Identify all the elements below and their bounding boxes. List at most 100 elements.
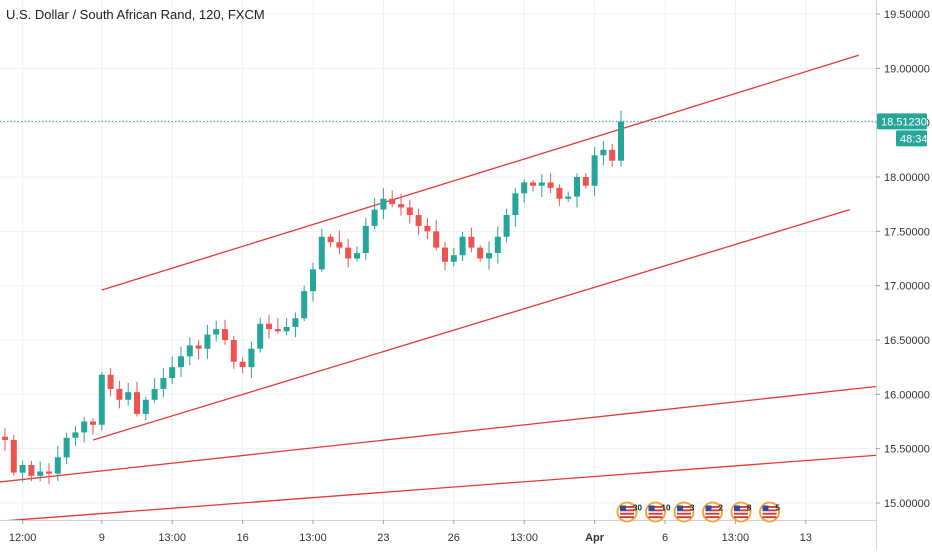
candle-body — [2, 436, 8, 440]
candle-body — [239, 361, 246, 368]
flag-stripe — [762, 516, 777, 519]
flag-stripe — [620, 509, 634, 512]
trendline[interactable] — [101, 54, 859, 291]
candle-body — [609, 149, 616, 161]
event-count: 3 — [690, 504, 695, 513]
trendlines[interactable] — [0, 54, 932, 522]
candle-body — [459, 236, 466, 256]
us-flag-icon[interactable]: 10 — [645, 501, 671, 523]
candle-body — [169, 367, 176, 379]
candle-body — [345, 247, 352, 259]
flag-stripe — [677, 509, 691, 512]
candle-body — [222, 329, 228, 340]
candle-body — [521, 182, 528, 194]
time-axis-bg — [0, 520, 876, 550]
candle-body — [46, 471, 52, 474]
candle-body — [406, 207, 413, 216]
candle-body — [125, 392, 132, 400]
candle-body — [28, 464, 35, 476]
flag-stripe — [705, 512, 720, 515]
candle-body — [574, 177, 580, 197]
time-axis[interactable]: 12:00 9 13:00 16 13:00 23 26 13:00 Apr 6 13:00 13 — [0, 520, 876, 550]
price-axis[interactable]: 19.5000019.0000018.5000018.0000017.50000… — [876, 0, 932, 550]
price-tick-label: 15.00000 — [884, 498, 930, 510]
time-tick-label: 26 — [448, 532, 460, 544]
candle-body — [600, 149, 607, 156]
trendline[interactable] — [0, 449, 932, 522]
flag-stripe — [705, 509, 720, 512]
candle-body — [503, 215, 510, 237]
candle-body — [371, 209, 378, 226]
candle-body — [530, 182, 536, 186]
candle-body — [63, 437, 70, 458]
candle-body — [274, 329, 281, 332]
candle-body — [107, 374, 114, 389]
candle-body — [591, 155, 598, 186]
flag-stripe — [620, 512, 634, 515]
candle-body — [582, 177, 589, 186]
price-tick-label: 15.50000 — [884, 444, 930, 456]
candle-body — [301, 291, 308, 319]
candle-body — [494, 236, 501, 254]
flag-stripe — [734, 506, 748, 508]
candle-body — [547, 182, 554, 188]
flag-stripe — [705, 516, 720, 519]
candle-body — [362, 225, 369, 254]
candle-body — [380, 198, 387, 210]
trendline[interactable] — [92, 208, 850, 441]
candle-body — [248, 348, 255, 368]
flag-canton — [648, 505, 655, 511]
candle-body — [292, 318, 299, 327]
candle-body — [10, 439, 17, 473]
candle-body — [618, 121, 624, 161]
flag-stripe — [762, 506, 777, 508]
trendline[interactable] — [0, 377, 932, 483]
event-count: 8 — [747, 504, 752, 513]
us-flag-icon[interactable]: 3 — [673, 501, 696, 523]
us-flag-icon[interactable]: 2 — [702, 501, 724, 523]
candle-body — [266, 323, 272, 330]
countdown-bg — [896, 130, 927, 147]
time-tick-label: 9 — [99, 532, 105, 544]
candle-body — [310, 269, 316, 292]
flag-stripe — [677, 512, 691, 515]
time-tick-label: 23 — [377, 532, 389, 544]
candle-body — [512, 193, 519, 216]
candle-body — [204, 334, 211, 349]
countdown-value: 48:34 — [900, 133, 928, 145]
time-tick-label: 13:00 — [722, 532, 750, 544]
candle-body — [468, 236, 475, 248]
flag-stripe — [762, 509, 777, 512]
time-tick-label: 6 — [662, 532, 668, 544]
event-icons[interactable]: 30 10 3 2 8 5 — [616, 501, 781, 523]
us-flag-icon[interactable]: 5 — [759, 501, 781, 523]
candle-body — [54, 457, 61, 474]
chart-title: U.S. Dollar / South African Rand, 120, F… — [6, 7, 265, 22]
time-tick-label: 13 — [800, 532, 812, 544]
candle-body — [213, 329, 220, 335]
time-tick-label: Apr — [585, 532, 605, 544]
event-count: 10 — [662, 504, 671, 513]
candle-body — [538, 182, 545, 186]
event-count: 30 — [633, 504, 642, 513]
candle-body — [257, 323, 264, 349]
price-tag-value: 18.51230 — [881, 116, 927, 128]
candle-body — [327, 236, 334, 243]
candle-body — [318, 236, 325, 270]
flag-canton — [620, 505, 626, 511]
grid — [0, 0, 876, 520]
flag-canton — [762, 505, 769, 511]
candle-body — [354, 253, 360, 259]
us-flag-icon[interactable]: 30 — [616, 501, 643, 523]
flag-stripe — [620, 516, 634, 519]
price-axis-bg — [876, 0, 932, 550]
candles — [2, 110, 624, 485]
candle-body — [116, 388, 123, 400]
us-flag-icon[interactable]: 8 — [730, 501, 753, 523]
candle-body — [151, 388, 158, 400]
candle-body — [477, 247, 484, 259]
price-tag-bg — [877, 113, 927, 130]
candle-body — [160, 378, 167, 389]
